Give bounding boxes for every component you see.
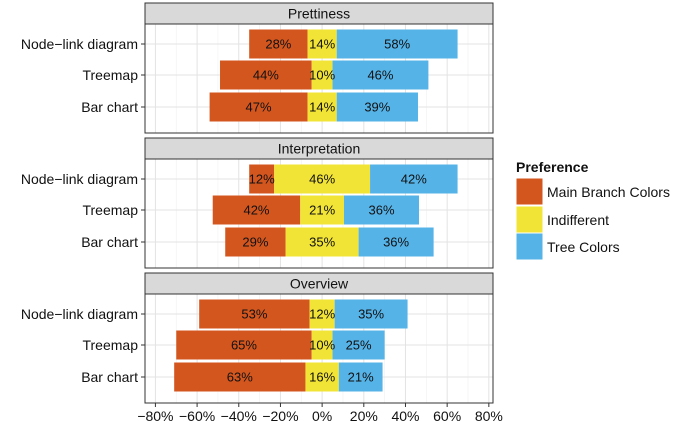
x-tick-label: 80% [475, 408, 503, 421]
bar-label-main-branch-colors: 65% [231, 338, 257, 353]
x-tick-label: 0% [312, 408, 332, 421]
category-label: Node−link diagram [21, 36, 138, 52]
bar-label-main-branch-colors: 47% [246, 100, 272, 115]
bar-label-tree-colors: 58% [384, 37, 410, 52]
bar-indifferent [309, 299, 335, 329]
bar-label-tree-colors: 21% [348, 370, 374, 385]
bar-main-branch-colors [199, 299, 310, 329]
bar-label-indifferent: 14% [309, 100, 335, 115]
category-label: Node−link diagram [21, 306, 138, 322]
bar-label-indifferent: 10% [309, 338, 335, 353]
x-tick-label: 20% [350, 408, 378, 421]
bar-label-main-branch-colors: 29% [242, 235, 268, 250]
facet-title: Interpretation [278, 141, 361, 157]
bar-tree-colors [358, 227, 434, 257]
facet-title: Overview [290, 276, 349, 292]
bar-indifferent [307, 92, 337, 122]
bar-label-tree-colors: 25% [346, 338, 372, 353]
bar-label-tree-colors: 46% [367, 68, 393, 83]
bar-tree-colors [336, 29, 458, 59]
bar-label-main-branch-colors: 28% [265, 37, 291, 52]
bar-indifferent [285, 227, 359, 257]
bar-label-tree-colors: 36% [383, 235, 409, 250]
legend-label: Tree Colors [547, 239, 620, 255]
bar-main-branch-colors [225, 227, 286, 257]
x-tick-label: −20% [262, 408, 298, 421]
category-label: Bar chart [81, 234, 138, 250]
bar-label-tree-colors: 36% [368, 203, 394, 218]
legend-key [515, 232, 544, 261]
bar-label-tree-colors: 39% [364, 100, 390, 115]
bar-label-indifferent: 16% [309, 370, 335, 385]
category-label: Bar chart [81, 369, 138, 385]
bar-label-main-branch-colors: 12% [249, 172, 275, 187]
legend-label: Indifferent [547, 212, 609, 228]
bar-indifferent [305, 362, 339, 392]
x-tick-label: −60% [179, 408, 215, 421]
legend-key [515, 177, 544, 206]
category-label: Treemap [82, 202, 138, 218]
category-label: Treemap [82, 337, 138, 353]
bar-label-main-branch-colors: 44% [253, 68, 279, 83]
legend-key [515, 205, 544, 234]
x-tick-label: 60% [433, 408, 461, 421]
legend-title: Preference [516, 159, 589, 175]
bar-label-main-branch-colors: 63% [227, 370, 253, 385]
bar-tree-colors [344, 195, 420, 225]
bar-indifferent [311, 330, 333, 360]
bar-tree-colors [336, 92, 418, 122]
bar-label-indifferent: 10% [309, 68, 335, 83]
bar-label-tree-colors: 35% [358, 307, 384, 322]
bar-indifferent [274, 164, 371, 194]
bar-tree-colors [370, 164, 458, 194]
bar-indifferent [307, 29, 337, 59]
category-label: Bar chart [81, 99, 138, 115]
category-label: Treemap [82, 67, 138, 83]
bar-tree-colors [338, 362, 383, 392]
bar-label-main-branch-colors: 42% [243, 203, 269, 218]
x-tick-label: 40% [391, 408, 419, 421]
bar-label-indifferent: 46% [309, 172, 335, 187]
bar-indifferent [300, 195, 345, 225]
bar-main-branch-colors [176, 330, 312, 360]
bar-label-main-branch-colors: 53% [241, 307, 267, 322]
bar-main-branch-colors [220, 60, 312, 90]
bar-indifferent [311, 60, 333, 90]
bar-main-branch-colors [249, 29, 308, 59]
bar-main-branch-colors [212, 195, 301, 225]
bar-tree-colors [334, 299, 408, 329]
bar-label-indifferent: 12% [309, 307, 335, 322]
bar-main-branch-colors [249, 164, 275, 194]
bar-label-indifferent: 14% [309, 37, 335, 52]
legend-label: Main Branch Colors [547, 184, 670, 200]
bar-main-branch-colors [209, 92, 308, 122]
bar-tree-colors [332, 60, 429, 90]
category-label: Node−link diagram [21, 171, 138, 187]
bar-label-tree-colors: 42% [401, 172, 427, 187]
bar-main-branch-colors [174, 362, 306, 392]
facet-title: Prettiness [288, 6, 350, 22]
bar-label-indifferent: 35% [309, 235, 335, 250]
bar-tree-colors [332, 330, 385, 360]
bar-label-indifferent: 21% [309, 203, 335, 218]
x-tick-label: −40% [221, 408, 257, 421]
x-tick-label: −80% [137, 408, 173, 421]
